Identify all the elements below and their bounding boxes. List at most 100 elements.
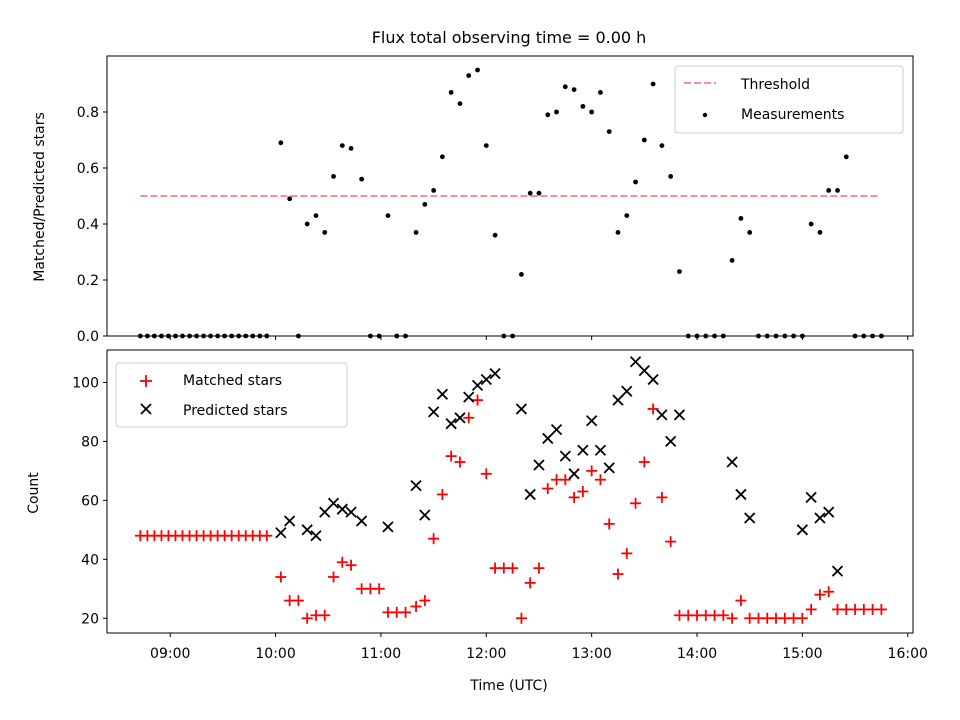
matched-star-marker xyxy=(419,595,431,607)
matched-star-marker xyxy=(735,595,747,607)
predicted-star-marker xyxy=(603,462,615,474)
predicted-star-marker xyxy=(319,506,331,518)
matched-star-marker xyxy=(524,577,536,589)
measurement-point xyxy=(313,213,319,219)
measurement-point xyxy=(554,109,559,115)
predicted-star-marker-b xyxy=(275,527,287,539)
top-panel: 0.00.20.40.60.8 Matched/Predicted stars … xyxy=(32,55,914,345)
bottom-xlabel: Time (UTC) xyxy=(469,678,547,694)
measurement-point xyxy=(475,67,480,73)
bottom-xtick-label: 16:00 xyxy=(888,646,928,662)
matched-star-marker xyxy=(445,450,457,462)
predicted-star-marker-b xyxy=(419,509,431,521)
predicted-star-marker xyxy=(489,367,501,380)
predicted-star-marker xyxy=(726,456,738,468)
predicted-star-marker-b xyxy=(568,468,580,480)
predicted-star-marker xyxy=(550,423,563,436)
predicted-star-marker xyxy=(445,418,457,430)
predicted-star-marker xyxy=(533,459,545,471)
measurement-point xyxy=(339,143,345,149)
predicted-star-marker-b xyxy=(612,394,624,406)
matched-star-marker xyxy=(568,491,580,503)
matched-stars-points xyxy=(134,394,887,624)
matched-star-marker xyxy=(454,456,466,468)
measurement-point xyxy=(562,84,568,90)
predicted-star-marker-b xyxy=(621,385,633,397)
predicted-star-marker-b xyxy=(805,491,817,504)
predicted-star-marker xyxy=(345,506,357,518)
top-ytick-label: 0.2 xyxy=(77,273,99,289)
bottom-xtick-label: 11:00 xyxy=(361,646,401,662)
predicted-star-marker-b xyxy=(550,423,563,436)
measurement-point xyxy=(598,90,603,95)
predicted-star-marker-b xyxy=(489,367,501,380)
measurement-point xyxy=(536,190,542,196)
legend-predicted-swatch xyxy=(140,403,152,415)
legend-threshold-label: Threshold xyxy=(740,77,810,93)
measurement-point xyxy=(747,230,753,235)
matched-star-marker xyxy=(463,412,475,424)
matched-star-marker xyxy=(336,556,348,568)
measurement-point xyxy=(448,90,454,95)
measurement-point xyxy=(466,73,472,78)
predicted-star-marker-b xyxy=(301,524,313,536)
measurement-point xyxy=(738,216,744,221)
bottom-ytick-label: 40 xyxy=(81,552,99,568)
predicted-star-marker xyxy=(559,450,571,462)
predicted-star-marker xyxy=(577,444,589,456)
matched-star-marker xyxy=(472,394,484,406)
predicted-star-marker-b xyxy=(831,565,844,577)
predicted-star-marker-b xyxy=(355,515,368,527)
matched-star-marker xyxy=(577,486,589,497)
predicted-star-marker xyxy=(524,488,536,501)
top-ylabel: Matched/Predicted stars xyxy=(32,112,48,282)
matched-star-marker xyxy=(542,483,554,495)
top-legend: Threshold Measurements xyxy=(674,65,904,134)
predicted-star-marker xyxy=(480,373,492,386)
predicted-star-marker-b xyxy=(638,364,650,377)
predicted-star-marker-b xyxy=(471,379,484,392)
predicted-star-marker xyxy=(327,497,340,509)
measurement-point xyxy=(729,258,735,263)
measurement-point xyxy=(835,188,840,193)
matched-star-marker xyxy=(612,568,624,580)
bottom-ytick-label: 80 xyxy=(81,434,99,450)
measurement-point xyxy=(422,202,428,207)
predicted-star-marker xyxy=(301,524,313,536)
bottom-ylabel: Count xyxy=(26,472,42,514)
predicted-star-marker xyxy=(515,403,528,415)
bottom-legend: Matched stars Predicted stars xyxy=(115,362,348,428)
matched-star-marker xyxy=(717,609,729,621)
predicted-star-marker xyxy=(568,468,580,480)
bottom-legend-box xyxy=(115,362,348,428)
measurement-point xyxy=(527,190,533,196)
measurement-point xyxy=(457,101,463,106)
top-legend-box xyxy=(674,65,904,134)
matched-star-marker xyxy=(814,589,826,601)
predicted-star-marker xyxy=(594,444,607,456)
predicted-star-marker-b xyxy=(436,388,449,400)
legend-measurements-label: Measurements xyxy=(741,107,844,123)
predicted-star-marker-b xyxy=(647,373,659,386)
predicted-star-marker xyxy=(410,479,422,492)
matched-star-marker xyxy=(796,612,808,624)
measurement-point xyxy=(439,154,445,160)
matched-star-marker xyxy=(515,612,527,624)
predicted-star-marker-b xyxy=(327,497,340,509)
matched-star-marker xyxy=(410,600,422,612)
predicted-star-marker-b xyxy=(515,403,528,415)
matched-star-marker xyxy=(275,571,287,583)
predicted-star-marker-b xyxy=(345,506,357,518)
measurement-point xyxy=(580,104,586,109)
predicted-star-marker xyxy=(542,432,554,445)
measurement-point xyxy=(808,221,814,227)
matched-star-marker xyxy=(480,468,492,480)
predicted-stars-points xyxy=(275,356,844,577)
predicted-star-marker-b xyxy=(463,391,475,403)
predicted-star-marker xyxy=(427,406,440,418)
predicted-star-marker xyxy=(638,364,650,377)
predicted-star-marker-b xyxy=(665,435,677,448)
predicted-star-marker xyxy=(647,373,659,386)
predicted-star-marker-b xyxy=(410,479,422,492)
bottom-xtick-label: 09:00 xyxy=(150,646,190,662)
